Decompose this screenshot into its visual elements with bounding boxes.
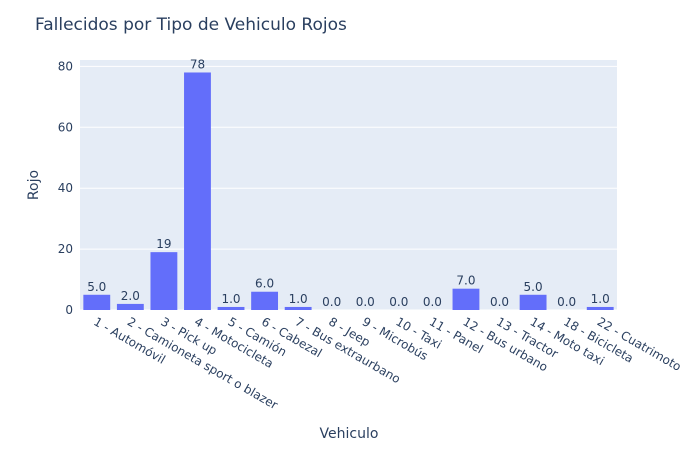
y-axis-ticks: 0 20 40 60 80 [58, 59, 73, 317]
data-labels: 5.0 2.0 19 78 1.0 6.0 1.0 0.0 0.0 0.0 0.0 7.0 0.0 5.0… [87, 57, 610, 309]
data-label: 0.0 [389, 295, 408, 309]
bar [284, 306, 312, 310]
bar [150, 252, 178, 310]
data-label: 6.0 [255, 277, 274, 291]
y-axis-title: Rojo [26, 170, 42, 200]
y-tick-label: 40 [58, 181, 73, 195]
y-tick-label: 0 [65, 303, 73, 317]
data-label: 5.0 [87, 280, 106, 294]
data-label: 0.0 [423, 295, 442, 309]
bars [83, 72, 614, 310]
y-tick-label: 80 [58, 59, 73, 73]
data-label: 0.0 [557, 295, 576, 309]
bar [83, 294, 111, 310]
y-tick-label: 60 [58, 120, 73, 134]
data-label: 2.0 [121, 289, 140, 303]
data-label: 0.0 [490, 295, 509, 309]
data-label: 78 [190, 57, 205, 71]
bar [116, 303, 144, 310]
data-label: 19 [156, 237, 171, 251]
bar [519, 294, 547, 310]
bar [586, 306, 614, 310]
data-label: 1.0 [289, 292, 308, 306]
data-label: 0.0 [356, 295, 375, 309]
data-label: 5.0 [524, 280, 543, 294]
data-label: 7.0 [456, 274, 475, 288]
bar [251, 291, 279, 310]
chart-title: Fallecidos por Tipo de Vehiculo Rojos [35, 15, 347, 35]
bar [217, 306, 245, 310]
y-tick-label: 20 [58, 242, 73, 256]
data-label: 1.0 [591, 292, 610, 306]
data-label: 1.0 [221, 292, 240, 306]
bar [452, 288, 480, 310]
bar [184, 72, 211, 310]
x-axis-title: Vehiculo [320, 426, 379, 442]
data-label: 0.0 [322, 295, 341, 309]
